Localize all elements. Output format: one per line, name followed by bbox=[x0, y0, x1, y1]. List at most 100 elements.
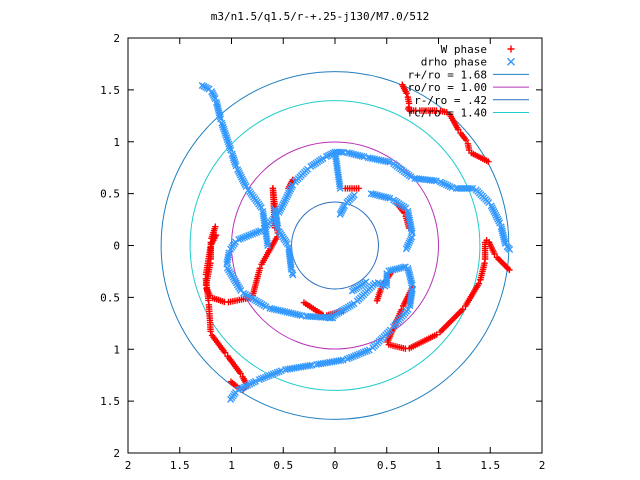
series-1-point bbox=[407, 235, 415, 243]
series-1-point bbox=[467, 184, 475, 192]
chart-title: m3/n1.5/q1.5/r-+.25-j130/M7.0/512 bbox=[211, 10, 430, 23]
series-1-point bbox=[259, 210, 267, 218]
x-tick-label: 1 bbox=[435, 459, 442, 472]
series-1-point bbox=[506, 245, 514, 253]
series-1-point bbox=[288, 269, 296, 277]
series-1-point bbox=[365, 346, 373, 354]
series-1-point bbox=[261, 373, 269, 381]
series-1-point bbox=[358, 152, 366, 160]
series-1-point bbox=[430, 177, 438, 185]
series-1-point bbox=[265, 372, 273, 380]
reference-circle-1 bbox=[231, 141, 439, 350]
series-1-point bbox=[273, 368, 281, 376]
series-1-point bbox=[234, 166, 242, 174]
series-0-point bbox=[485, 158, 492, 165]
series-1-point bbox=[227, 146, 235, 154]
series-1-point bbox=[231, 158, 239, 166]
series-0-point bbox=[221, 349, 229, 356]
series-1-point bbox=[269, 370, 277, 378]
series-1-point bbox=[383, 272, 391, 280]
series-1-point bbox=[227, 245, 235, 253]
series-1-point bbox=[223, 134, 231, 142]
series-0-point bbox=[237, 370, 244, 377]
series-1-point bbox=[406, 300, 414, 308]
series-1-point bbox=[402, 245, 410, 253]
x-tick-label: 1.5 bbox=[170, 459, 190, 472]
series-1-point bbox=[348, 287, 356, 295]
series-1-point bbox=[224, 138, 232, 146]
series-1-point bbox=[406, 237, 414, 245]
series-0-point bbox=[207, 328, 214, 335]
series-1-point bbox=[444, 182, 452, 190]
series-1-point bbox=[223, 258, 231, 266]
series-1-point bbox=[359, 348, 367, 356]
series-1-point bbox=[283, 240, 291, 248]
series-1-point bbox=[219, 123, 227, 131]
series-1-point bbox=[257, 227, 265, 235]
legend-marker bbox=[507, 45, 515, 53]
legend-label: rc/ro = 1.40 bbox=[408, 107, 487, 120]
series-1-point bbox=[351, 352, 359, 360]
series-1-point bbox=[404, 241, 412, 249]
y-tick-label: 2 bbox=[113, 32, 120, 45]
series-1-point bbox=[225, 142, 233, 150]
series-1-point bbox=[296, 311, 304, 319]
data-series bbox=[198, 81, 514, 403]
series-0-point bbox=[227, 378, 235, 385]
series-1-point bbox=[405, 239, 413, 247]
series-1-point bbox=[408, 227, 416, 235]
series-0-point bbox=[491, 250, 498, 258]
series-1-point bbox=[237, 235, 245, 243]
series-1-point bbox=[198, 82, 206, 90]
reference-circle-2 bbox=[291, 201, 379, 290]
series-1 bbox=[198, 82, 514, 403]
series-0-point bbox=[258, 261, 265, 268]
legend-label: r+/ro = 1.68 bbox=[408, 68, 487, 81]
x-tick-label: 2 bbox=[125, 459, 132, 472]
y-tick-label: 0.5 bbox=[100, 188, 120, 201]
series-1-point bbox=[349, 352, 357, 360]
series-1-point bbox=[229, 152, 237, 160]
y-tick-label: 2 bbox=[113, 447, 120, 460]
series-1-point bbox=[315, 360, 323, 368]
series-1-point bbox=[337, 148, 345, 156]
series-1-point bbox=[355, 350, 363, 358]
x-tick-label: 1 bbox=[228, 459, 235, 472]
series-0-point bbox=[400, 302, 407, 310]
series-1-point bbox=[363, 347, 371, 355]
series-1-point bbox=[322, 152, 330, 160]
series-1-point bbox=[496, 219, 504, 227]
series-1-point bbox=[353, 351, 361, 359]
series-0-point bbox=[355, 185, 362, 192]
series-1-point bbox=[407, 173, 415, 181]
series-1-point bbox=[442, 181, 450, 189]
series-1-point bbox=[384, 158, 392, 166]
series-1-point bbox=[251, 229, 259, 237]
series-1-point bbox=[255, 228, 263, 236]
series-1-point bbox=[222, 132, 230, 140]
y-tick-label: 1.5 bbox=[100, 84, 120, 97]
series-1-point bbox=[213, 100, 221, 108]
series-1-point bbox=[350, 191, 358, 199]
series-1-point bbox=[271, 369, 279, 377]
series-1-point bbox=[253, 228, 261, 236]
series-1-point bbox=[223, 136, 231, 144]
series-1-point bbox=[221, 127, 229, 135]
series-1-point bbox=[257, 375, 265, 383]
series-1-point bbox=[284, 365, 292, 373]
series-1-point bbox=[501, 239, 509, 247]
series-1-point bbox=[432, 177, 440, 185]
series-1-point bbox=[438, 179, 446, 187]
series-1-point bbox=[347, 353, 355, 361]
series-0-point bbox=[403, 90, 410, 97]
series-1-point bbox=[275, 368, 283, 376]
series-1-point bbox=[227, 395, 235, 403]
series-0-point bbox=[506, 266, 513, 274]
series-0-point bbox=[454, 126, 462, 133]
series-1-point bbox=[446, 183, 454, 191]
series-1-point bbox=[259, 374, 267, 382]
series-0-point bbox=[459, 306, 466, 313]
series-1-point bbox=[406, 302, 414, 310]
